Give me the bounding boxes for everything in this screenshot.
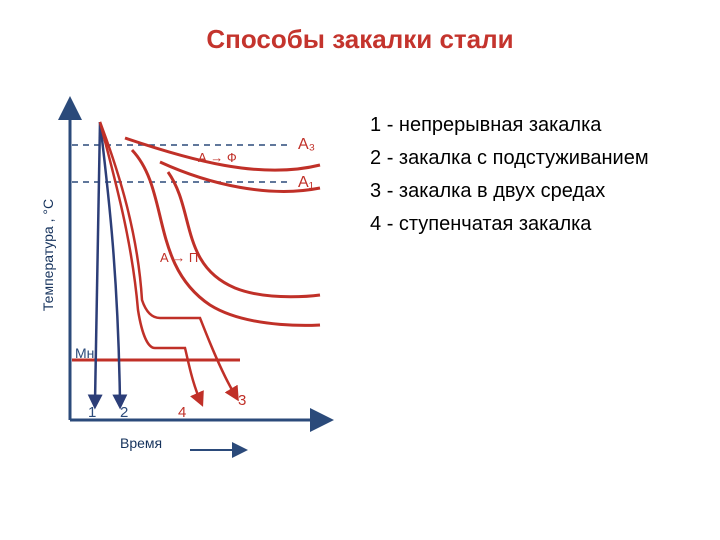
legend-dash: - (387, 147, 399, 169)
legend-num-3: 3 (370, 180, 381, 202)
x-axis-label: Время (120, 435, 162, 451)
label-a3: А₃ (298, 136, 315, 154)
legend: 1 - непрерывная закалка 2 - закалка с по… (370, 110, 700, 242)
legend-text-4: ступенчатая закалка (399, 213, 592, 235)
legend-text-3: закалка в двух средах (399, 180, 605, 202)
c-curve-lower-outer (132, 150, 320, 325)
label-curve-4: 4 (178, 404, 186, 421)
y-axis-label: Температура , °С (40, 130, 56, 380)
label-ap: А → П (160, 250, 198, 265)
legend-item-4: 4 - ступенчатая закалка (370, 209, 700, 240)
legend-num-4: 4 (370, 213, 381, 235)
legend-text-2: закалка с подстуживанием (399, 147, 649, 169)
legend-item-2: 2 - закалка с подстуживанием (370, 143, 700, 174)
legend-dash: - (387, 114, 399, 136)
label-curve-2: 2 (120, 404, 128, 421)
legend-item-1: 1 - непрерывная закалка (370, 110, 700, 141)
legend-dash: - (387, 180, 399, 202)
slide-page: Способы закалки стали (0, 0, 720, 540)
legend-dash: - (387, 213, 399, 235)
label-mn: Mн (75, 345, 94, 361)
legend-item-3: 3 - закалка в двух средах (370, 176, 700, 207)
legend-num-1: 1 (370, 114, 381, 136)
legend-text-1: непрерывная закалка (399, 114, 602, 136)
label-af: А → Ф (198, 150, 237, 165)
legend-num-2: 2 (370, 147, 381, 169)
label-curve-1: 1 (88, 404, 96, 421)
label-a1: А₁ (298, 174, 314, 192)
quenching-diagram: Температура , °С Время А₃ А₁ А → Ф А → П… (20, 90, 350, 470)
label-curve-3: 3 (238, 392, 246, 409)
slide-title: Способы закалки стали (0, 24, 720, 55)
